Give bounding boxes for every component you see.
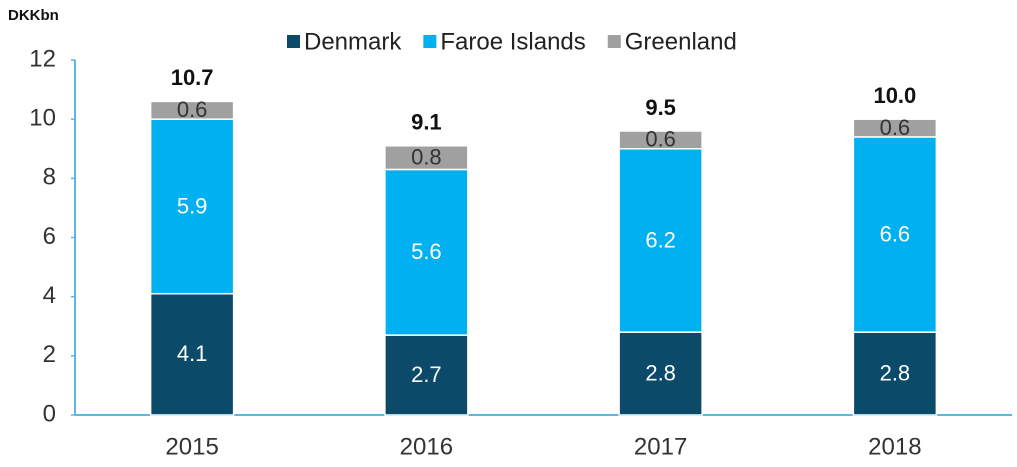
total-label: 10.7 bbox=[171, 65, 214, 90]
bar-segment bbox=[149, 118, 235, 295]
y-axis-label: DKKbn bbox=[8, 7, 59, 24]
x-tick-label: 2017 bbox=[634, 433, 687, 460]
value-label: 0.6 bbox=[645, 127, 676, 152]
bar-segment bbox=[149, 292, 235, 416]
bar-segment bbox=[852, 331, 938, 416]
value-label: 2.8 bbox=[880, 360, 911, 385]
value-label: 5.6 bbox=[411, 239, 442, 264]
bar-segment bbox=[618, 130, 703, 150]
total-label: 10.0 bbox=[873, 83, 916, 108]
legend-swatch bbox=[287, 35, 300, 48]
value-label: 0.6 bbox=[880, 115, 911, 140]
x-tick-label: 2016 bbox=[400, 433, 453, 460]
total-label: 9.1 bbox=[411, 110, 442, 135]
value-label: 2.8 bbox=[645, 360, 676, 385]
bar-segment bbox=[384, 145, 469, 171]
bar-segment bbox=[852, 118, 938, 138]
total-label: 9.5 bbox=[645, 95, 676, 120]
y-tick-label: 0 bbox=[43, 400, 56, 427]
value-label: 6.2 bbox=[645, 227, 676, 252]
value-label: 0.8 bbox=[411, 144, 442, 169]
value-label: 4.1 bbox=[177, 341, 208, 366]
value-label: 5.9 bbox=[177, 193, 208, 218]
value-label: 2.7 bbox=[411, 362, 442, 387]
y-tick-label: 8 bbox=[43, 164, 56, 191]
value-label: 0.6 bbox=[177, 97, 208, 122]
y-tick-label: 12 bbox=[29, 45, 56, 72]
y-tick-label: 6 bbox=[43, 223, 56, 250]
y-tick-label: 4 bbox=[43, 282, 56, 309]
y-tick-label: 10 bbox=[29, 105, 56, 132]
bar-segment bbox=[149, 100, 235, 120]
bar-segment bbox=[852, 136, 938, 333]
value-label: 6.6 bbox=[880, 221, 911, 246]
legend-swatch bbox=[607, 35, 621, 48]
bar-segment bbox=[618, 148, 703, 333]
legend-label: Denmark bbox=[304, 28, 402, 55]
y-tick-label: 2 bbox=[43, 341, 56, 368]
legend-label: Faroe Islands bbox=[440, 28, 585, 55]
legend-label: Greenland bbox=[625, 28, 737, 55]
x-tick-label: 2015 bbox=[165, 433, 218, 460]
legend-swatch bbox=[423, 35, 437, 48]
x-tick-label: 2018 bbox=[868, 433, 921, 460]
bar-segment bbox=[618, 331, 703, 416]
